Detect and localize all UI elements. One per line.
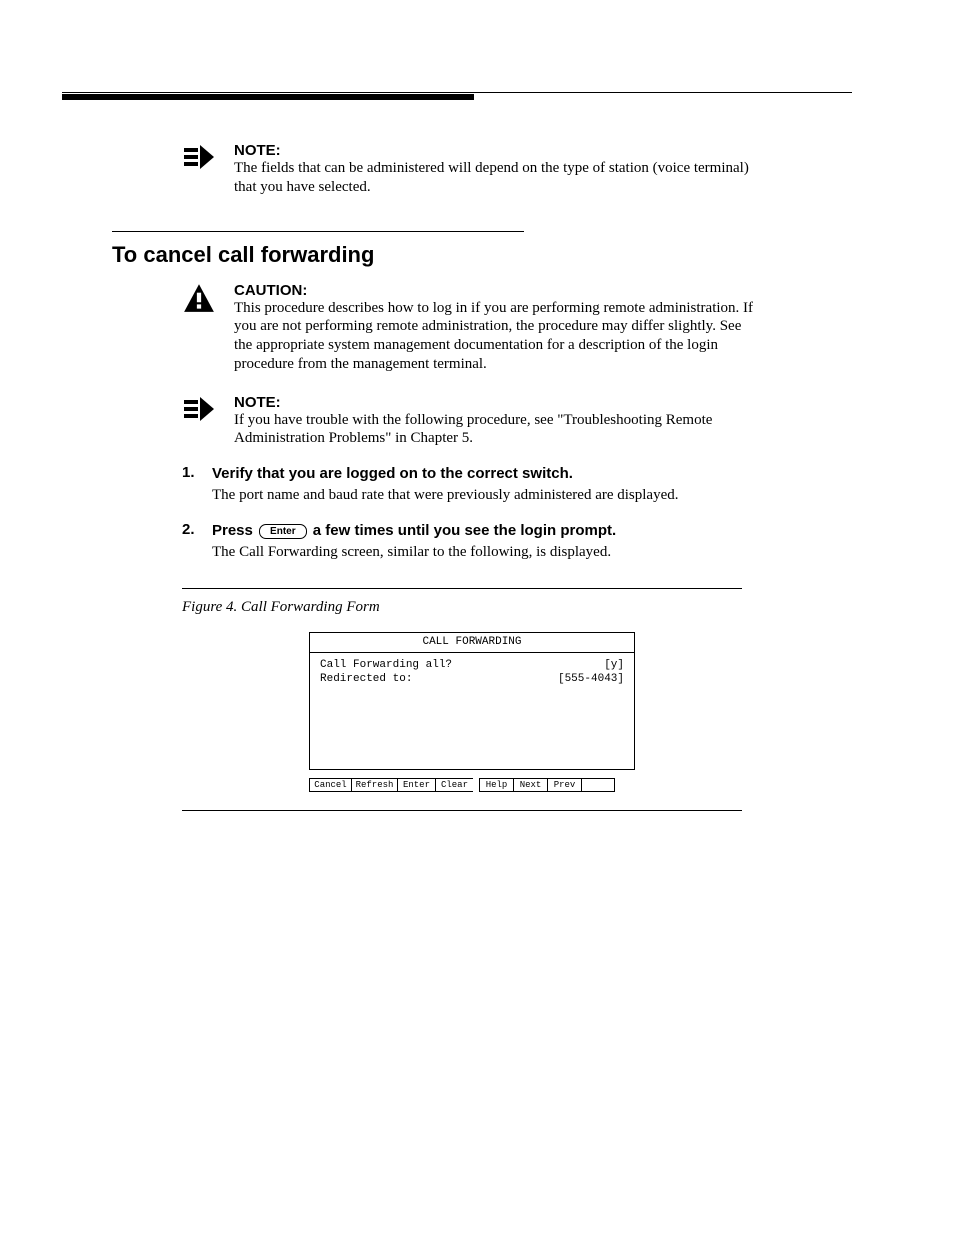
note-label: NOTE: xyxy=(234,142,762,159)
screen-title: CALL FORWARDING xyxy=(310,633,634,653)
step-lead: Verify that you are logged on to the cor… xyxy=(212,464,762,484)
softkey-help: Help xyxy=(479,778,513,792)
caution-label: CAUTION: xyxy=(234,282,762,299)
caution-text: This procedure describes how to log in i… xyxy=(234,299,762,374)
screen-field-row: Call Forwarding all? [y] xyxy=(320,659,624,673)
caution-triangle-icon xyxy=(182,282,216,319)
softkey-enter: Enter xyxy=(397,778,435,792)
step-number: 1. xyxy=(182,464,200,505)
note-text: The fields that can be administered will… xyxy=(234,159,762,197)
softkey-row: Cancel Refresh Enter Clear Help Next Pre… xyxy=(309,778,635,792)
step-desc: The Call Forwarding screen, similar to t… xyxy=(212,543,762,563)
screen-field-value: [555-4043] xyxy=(558,673,624,687)
softkey-clear: Clear xyxy=(435,778,473,792)
step-number: 2. xyxy=(182,521,200,562)
softkey-next: Next xyxy=(513,778,547,792)
note-arrow-icon xyxy=(182,142,216,177)
screen-field-label: Call Forwarding all? xyxy=(320,659,452,673)
step-lead: Press Enter a few times until you see th… xyxy=(212,521,762,541)
step-1: 1. Verify that you are logged on to the … xyxy=(182,464,762,505)
step-desc: The port name and baud rate that were pr… xyxy=(212,486,762,506)
terminal-screen: CALL FORWARDING Call Forwarding all? [y]… xyxy=(309,632,635,770)
screen-field-label: Redirected to: xyxy=(320,673,412,687)
step-lead-suffix: a few times until you see the login prom… xyxy=(309,522,617,539)
step-2: 2. Press Enter a few times until you see… xyxy=(182,521,762,562)
figure-title: Call Forwarding Form xyxy=(241,599,380,615)
screen-field-value: [y] xyxy=(604,659,624,673)
softkey-prev: Prev xyxy=(547,778,581,792)
section-title: To cancel call forwarding xyxy=(112,242,762,268)
note-label: NOTE: xyxy=(234,394,762,411)
note-text: If you have trouble with the following p… xyxy=(234,411,762,449)
figure-caption: Figure 4. Call Forwarding Form xyxy=(182,599,762,616)
enter-keycap: Enter xyxy=(259,524,307,539)
screen-field-row: Redirected to: [555-4043] xyxy=(320,673,624,687)
softkey-refresh: Refresh xyxy=(351,778,397,792)
softkey-cancel: Cancel xyxy=(309,778,351,792)
note-arrow-icon xyxy=(182,394,216,429)
figure-label: Figure 4. xyxy=(182,599,237,615)
softkey-blank xyxy=(581,778,615,792)
step-lead-prefix: Press xyxy=(212,522,257,539)
